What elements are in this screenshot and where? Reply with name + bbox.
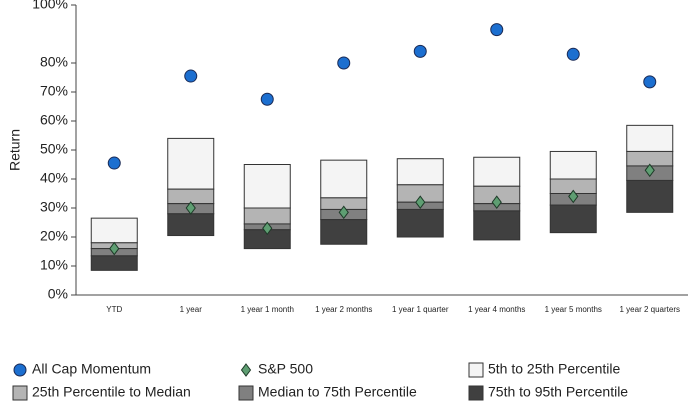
point xyxy=(337,56,351,70)
point xyxy=(415,195,426,210)
point xyxy=(643,75,657,89)
point xyxy=(185,201,196,215)
y-tick-label: 70% xyxy=(40,83,68,99)
range-box xyxy=(396,158,444,186)
x-tick-label: 1 year 5 months xyxy=(545,305,602,314)
legend-swatch xyxy=(238,385,254,401)
legend-swatch xyxy=(468,385,484,401)
x-tick-label: 1 year 1 quarter xyxy=(392,305,449,314)
x-tick-label: 1 year 1 month xyxy=(241,305,294,314)
point xyxy=(566,47,580,61)
legend-label: 25th Percentile to Median xyxy=(32,384,191,400)
point xyxy=(262,221,273,236)
y-tick-label: 0% xyxy=(48,286,68,302)
range-box xyxy=(243,164,291,209)
x-tick-label: 1 year 2 months xyxy=(315,305,372,314)
point xyxy=(338,205,349,220)
legend-swatch xyxy=(12,385,28,401)
point xyxy=(644,163,655,178)
range-box xyxy=(320,219,368,245)
y-tick-label: 40% xyxy=(40,170,68,186)
legend-swatch xyxy=(240,363,252,377)
point xyxy=(491,195,502,210)
x-tick-label: 1 year xyxy=(180,305,203,314)
point xyxy=(184,69,198,83)
y-tick-label: 10% xyxy=(40,257,68,273)
y-tick-label: 50% xyxy=(40,141,68,157)
y-tick-label: 30% xyxy=(40,199,68,215)
range-box xyxy=(396,208,444,238)
x-tick-label: 1 year 4 months xyxy=(468,305,525,314)
y-axis-title: Return xyxy=(7,129,23,171)
y-tick-label: 80% xyxy=(40,54,68,70)
point xyxy=(109,241,120,256)
x-tick-label: YTD xyxy=(106,305,122,314)
y-tick-label: 20% xyxy=(40,228,68,244)
range-box xyxy=(167,213,215,237)
point xyxy=(413,44,427,58)
y-tick-label: 100% xyxy=(32,0,68,12)
range-box xyxy=(90,217,138,244)
x-tick-label: 1 year 2 quarters xyxy=(620,305,680,314)
range-box xyxy=(167,137,215,190)
range-box xyxy=(626,179,674,213)
range-box xyxy=(90,255,138,271)
legend-label: S&P 500 xyxy=(258,361,313,377)
legend-label: 75th to 95th Percentile xyxy=(488,384,628,400)
range-box xyxy=(549,150,597,180)
legend-swatch xyxy=(468,362,484,378)
point xyxy=(490,23,504,37)
y-tick-label: 60% xyxy=(40,112,68,128)
point xyxy=(107,156,121,170)
range-box xyxy=(473,210,521,241)
range-box xyxy=(626,124,674,152)
range-box xyxy=(549,204,597,234)
legend-label: All Cap Momentum xyxy=(32,361,151,377)
range-box xyxy=(320,159,368,199)
point xyxy=(568,189,579,204)
point xyxy=(260,92,274,106)
legend-swatch xyxy=(13,363,27,377)
legend-label: 5th to 25th Percentile xyxy=(488,361,621,377)
range-box xyxy=(473,156,521,187)
legend-label: Median to 75th Percentile xyxy=(258,384,417,400)
